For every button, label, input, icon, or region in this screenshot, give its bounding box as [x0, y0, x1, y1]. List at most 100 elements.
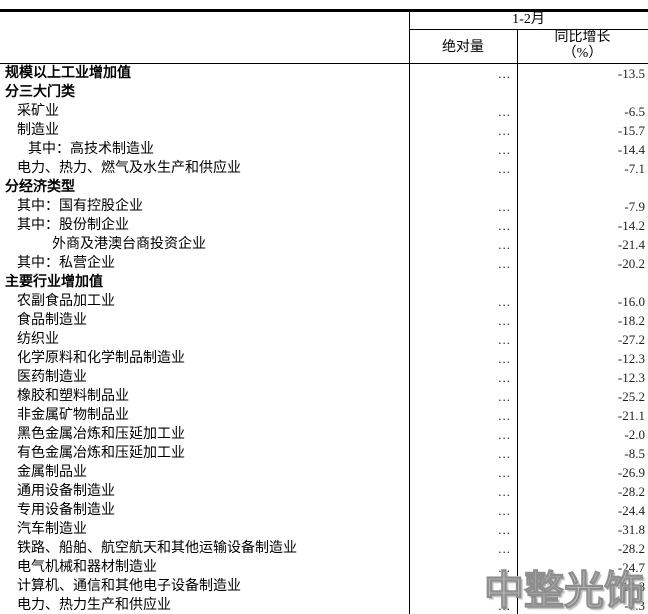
- row-absolute-value: ...: [498, 560, 511, 575]
- table-row: 金属制品业 ... -26.9: [0, 463, 648, 482]
- row-absolute-value: ...: [498, 332, 511, 347]
- header-bottom-border: [0, 63, 648, 64]
- table-row: 其中：私营企业 ... -20.2: [0, 254, 648, 273]
- table-row: 非金属矿物制品业 ... -21.1: [0, 406, 648, 425]
- row-label: 有色金属冶炼和压延加工业: [17, 446, 185, 461]
- row-growth-value: -13.5: [617, 66, 645, 81]
- row-growth-value: -14.4: [617, 142, 645, 157]
- row-label: 其中：私营企业: [17, 256, 115, 271]
- header-col-absolute: 绝对量: [442, 40, 484, 55]
- row-label: 汽车制造业: [17, 522, 87, 537]
- table-row: 其中：国有控股企业 ... -7.9: [0, 197, 648, 216]
- table-row: 有色金属冶炼和压延加工业 ... -8.5: [0, 444, 648, 463]
- row-label: 其中：股份制企业: [17, 218, 129, 233]
- row-label: 制造业: [17, 123, 59, 138]
- row-growth-value: -28.2: [617, 541, 645, 556]
- row-absolute-value: ...: [498, 104, 511, 119]
- row-label: 专用设备制造业: [17, 503, 115, 518]
- row-growth-value: -13.8: [617, 579, 645, 594]
- row-growth-value: -2.0: [624, 427, 645, 442]
- table-row: 其中：股份制企业 ... -14.2: [0, 216, 648, 235]
- row-absolute-value: ...: [498, 522, 511, 537]
- table-row: 制造业 ... -15.7: [0, 121, 648, 140]
- row-label: 铁路、船舶、航空航天和其他运输设备制造业: [17, 541, 297, 556]
- table-row: 其中：高技术制造业 ... -14.4: [0, 140, 648, 159]
- row-absolute-value: ...: [498, 161, 511, 176]
- row-growth-value: -14.2: [617, 218, 645, 233]
- row-label: 电力、热力生产和供应业: [17, 598, 171, 613]
- row-absolute-value: ...: [498, 598, 511, 613]
- table-row: 铁路、船舶、航空航天和其他运输设备制造业 ... -28.2: [0, 539, 648, 558]
- row-label: 计算机、通信和其他电子设备制造业: [17, 579, 241, 594]
- row-label: 外商及港澳台商投资企业: [52, 237, 206, 252]
- row-growth-value: -15.7: [617, 123, 645, 138]
- row-growth-value: -7.9: [624, 199, 645, 214]
- row-growth-value: -21.4: [617, 237, 645, 252]
- row-absolute-value: [409, 178, 517, 197]
- row-absolute-value: [409, 83, 517, 102]
- row-absolute-value: ...: [498, 541, 511, 556]
- row-absolute-value: ...: [498, 218, 511, 233]
- header-period-underline: [409, 29, 648, 30]
- header-col-growth: 同比增长 （%）: [517, 29, 648, 63]
- column-divider-2: [517, 29, 518, 614]
- table-row: 规模以上工业增加值 ... -13.5: [0, 64, 648, 83]
- table-row: 汽车制造业 ... -31.8: [0, 520, 648, 539]
- row-growth-value: -25.2: [617, 389, 645, 404]
- row-label: 电气机械和器材制造业: [17, 560, 157, 575]
- row-label: 采矿业: [17, 104, 59, 119]
- header-period: 1-2月: [512, 12, 545, 27]
- table-row: 主要行业增加值: [0, 273, 648, 292]
- row-label: 金属制品业: [17, 465, 87, 480]
- table-row: 通用设备制造业 ... -28.2: [0, 482, 648, 501]
- row-growth-value: -20.2: [617, 256, 645, 271]
- row-absolute-value: ...: [498, 313, 511, 328]
- row-growth-value: -31.8: [617, 522, 645, 537]
- table-row: 采矿业 ... -6.5: [0, 102, 648, 121]
- row-absolute-value: ...: [498, 484, 511, 499]
- row-growth-value: -7.3: [624, 598, 645, 613]
- header-col-growth-line2: （%）: [562, 46, 603, 61]
- column-divider-1: [409, 9, 410, 614]
- row-absolute-value: ...: [498, 142, 511, 157]
- row-growth-value: -6.5: [624, 104, 645, 119]
- row-label: 医药制造业: [17, 370, 87, 385]
- row-absolute-value: ...: [498, 427, 511, 442]
- row-absolute-value: ...: [498, 256, 511, 271]
- row-label: 规模以上工业增加值: [5, 66, 131, 81]
- row-label: 其中：高技术制造业: [28, 142, 154, 157]
- row-label: 主要行业增加值: [5, 275, 103, 290]
- row-label: 化学原料和化学制品制造业: [17, 351, 185, 366]
- row-absolute-value: ...: [498, 199, 511, 214]
- row-absolute-value: [409, 273, 517, 292]
- row-absolute-value: ...: [498, 579, 511, 594]
- table-body: 规模以上工业增加值 ... -13.5 分三大门类 采矿业 ... -6.5 制…: [0, 64, 648, 614]
- row-absolute-value: ...: [498, 408, 511, 423]
- row-label: 橡胶和塑料制品业: [17, 389, 129, 404]
- watermark: 中整光饰: [484, 569, 645, 613]
- table-row: 化学原料和化学制品制造业 ... -12.3: [0, 349, 648, 368]
- row-absolute-value: ...: [498, 123, 511, 138]
- table-row: 电力、热力生产和供应业 ... -7.3: [0, 596, 648, 614]
- row-absolute-value: ...: [498, 294, 511, 309]
- row-absolute-value: ...: [498, 465, 511, 480]
- row-growth-value: -7.1: [624, 161, 645, 176]
- table-row: 纺织业 ... -27.2: [0, 330, 648, 349]
- row-label: 非金属矿物制品业: [17, 408, 129, 423]
- row-growth-value: -26.9: [617, 465, 645, 480]
- row-label: 食品制造业: [17, 313, 87, 328]
- table-row: 专用设备制造业 ... -24.4: [0, 501, 648, 520]
- row-growth-value: -12.3: [617, 351, 645, 366]
- table-row: 分经济类型: [0, 178, 648, 197]
- table-row: 黑色金属冶炼和压延加工业 ... -2.0: [0, 425, 648, 444]
- table-row: 分三大门类: [0, 83, 648, 102]
- table-row: 电气机械和器材制造业 ... -24.7: [0, 558, 648, 577]
- row-growth-value: -18.2: [617, 313, 645, 328]
- table-row: 计算机、通信和其他电子设备制造业 ... -13.8: [0, 577, 648, 596]
- row-growth-value: -24.7: [617, 560, 645, 575]
- row-label: 农副食品加工业: [17, 294, 115, 309]
- row-growth-value: [517, 273, 648, 292]
- table-row: 外商及港澳台商投资企业 ... -21.4: [0, 235, 648, 254]
- row-label: 通用设备制造业: [17, 484, 115, 499]
